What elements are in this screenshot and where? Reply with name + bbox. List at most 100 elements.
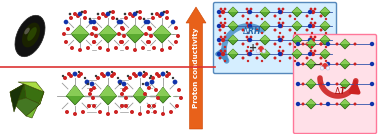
Circle shape [256,29,259,31]
Circle shape [319,83,322,85]
Circle shape [150,80,154,84]
Circle shape [83,16,87,20]
Circle shape [353,42,356,46]
Polygon shape [68,86,75,95]
Circle shape [246,36,248,38]
Polygon shape [126,25,144,34]
Polygon shape [99,25,117,34]
Text: $\Delta$RH: $\Delta$RH [242,25,262,36]
Circle shape [69,74,73,78]
Circle shape [150,75,152,77]
Polygon shape [71,25,89,43]
Circle shape [353,62,356,66]
Circle shape [143,18,145,20]
Polygon shape [320,7,330,17]
Polygon shape [320,35,330,45]
Circle shape [78,71,80,73]
Polygon shape [260,7,270,17]
Circle shape [224,36,226,38]
Circle shape [274,57,276,59]
Polygon shape [306,39,316,44]
Text: +: + [249,43,257,53]
Circle shape [173,80,177,84]
Circle shape [114,46,118,50]
Circle shape [149,77,151,79]
Circle shape [117,77,119,79]
Polygon shape [306,59,316,64]
Circle shape [127,75,129,77]
Circle shape [370,102,374,106]
Circle shape [133,12,137,16]
Circle shape [89,88,93,92]
Circle shape [124,13,126,15]
Circle shape [161,72,166,76]
Circle shape [172,77,174,79]
Circle shape [278,38,282,42]
Circle shape [154,88,158,92]
Circle shape [247,60,249,62]
Circle shape [224,46,226,48]
Circle shape [64,20,68,24]
Circle shape [314,8,316,10]
Circle shape [104,14,108,18]
Polygon shape [157,88,163,95]
Circle shape [92,40,96,44]
Polygon shape [228,7,238,17]
Circle shape [319,62,322,66]
Circle shape [256,14,259,18]
Circle shape [308,38,312,42]
Circle shape [217,52,221,56]
Polygon shape [24,84,44,104]
Circle shape [246,22,248,24]
Text: $\Delta$T: $\Delta$T [333,85,347,96]
Circle shape [319,14,322,18]
Circle shape [179,96,183,100]
Polygon shape [260,49,270,54]
Circle shape [224,22,226,24]
Polygon shape [320,21,330,26]
Polygon shape [99,85,116,105]
Circle shape [120,26,124,30]
Circle shape [242,29,245,31]
Circle shape [106,112,110,116]
Circle shape [97,13,99,15]
Circle shape [118,80,122,84]
Circle shape [277,36,280,38]
Circle shape [109,11,111,13]
Circle shape [319,42,322,46]
Circle shape [102,74,106,78]
Circle shape [288,57,291,59]
Polygon shape [292,21,302,31]
Circle shape [279,32,281,34]
Circle shape [92,20,96,24]
Circle shape [95,75,97,77]
Circle shape [326,102,330,106]
Polygon shape [26,92,44,118]
Circle shape [151,16,155,20]
Circle shape [160,12,164,16]
Circle shape [221,38,225,42]
Circle shape [110,74,114,78]
Circle shape [248,38,252,42]
Circle shape [278,10,282,14]
Circle shape [279,60,281,62]
Circle shape [91,96,95,100]
Circle shape [305,57,308,59]
Circle shape [218,14,222,18]
Circle shape [147,86,151,90]
Circle shape [165,74,169,78]
Circle shape [274,42,276,46]
Polygon shape [292,49,302,54]
Circle shape [64,40,68,44]
Circle shape [119,40,123,44]
Circle shape [336,62,339,66]
Circle shape [279,18,281,20]
Polygon shape [228,35,238,40]
Circle shape [63,76,67,80]
Circle shape [296,62,300,66]
Circle shape [81,110,85,114]
Circle shape [138,10,142,14]
Circle shape [302,83,305,85]
Circle shape [117,32,121,36]
Circle shape [220,50,222,52]
